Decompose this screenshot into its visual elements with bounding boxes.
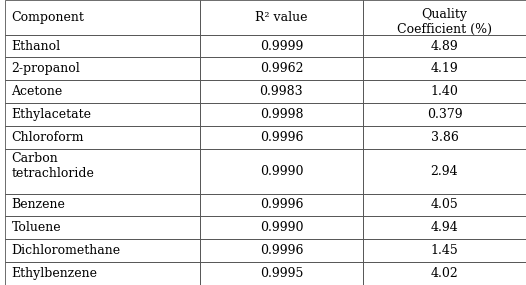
Bar [5,194,200,216]
Text: 0.379: 0.379 [427,108,462,121]
Bar [200,80,363,103]
Text: 1.45: 1.45 [431,244,458,257]
Text: Quality
Coefficient (%): Quality Coefficient (%) [397,7,492,36]
Bar [363,126,526,149]
Text: 0.9962: 0.9962 [260,62,303,76]
Bar [5,126,200,149]
Text: Ethanol: Ethanol [12,40,60,52]
Bar [200,239,363,262]
Bar [363,194,526,216]
Text: 0.9996: 0.9996 [260,244,303,257]
Bar [5,262,200,285]
Bar [363,262,526,285]
Bar [363,103,526,126]
Bar [5,80,200,103]
Text: 0.9998: 0.9998 [260,108,303,121]
Text: 4.89: 4.89 [431,40,458,52]
Text: 2-propanol: 2-propanol [12,62,80,76]
Bar [5,216,200,239]
Text: 0.9990: 0.9990 [260,165,303,178]
Bar [5,0,200,34]
Bar [363,58,526,80]
Text: Dichloromethane: Dichloromethane [12,244,120,257]
Bar [363,239,526,262]
Bar [5,58,200,80]
Bar [200,194,363,216]
Text: Chloroform: Chloroform [12,131,84,144]
Bar [5,103,200,126]
Bar [200,126,363,149]
Text: 0.9983: 0.9983 [260,85,303,98]
Text: 4.05: 4.05 [431,198,458,211]
Text: Ethylbenzene: Ethylbenzene [12,267,97,280]
Bar [363,0,526,34]
Bar [200,262,363,285]
Text: Toluene: Toluene [12,221,61,234]
Bar [363,149,526,194]
Text: Ethylacetate: Ethylacetate [12,108,92,121]
Bar [363,216,526,239]
Bar [200,0,363,34]
Bar [200,216,363,239]
Text: 4.02: 4.02 [431,267,458,280]
Text: 0.9990: 0.9990 [260,221,303,234]
Text: 0.9999: 0.9999 [260,40,303,52]
Text: R² value: R² value [255,11,308,24]
Text: Benzene: Benzene [12,198,65,211]
Bar [200,149,363,194]
Text: 0.9996: 0.9996 [260,131,303,144]
Text: Component: Component [12,11,85,24]
Bar [5,239,200,262]
Text: 2.94: 2.94 [431,165,458,178]
Text: 0.9996: 0.9996 [260,198,303,211]
Bar [200,34,363,58]
Text: 3.86: 3.86 [431,131,458,144]
Text: Carbon
tetrachloride: Carbon tetrachloride [12,152,95,180]
Text: Acetone: Acetone [12,85,63,98]
Text: 0.9995: 0.9995 [260,267,303,280]
Bar [5,149,200,194]
Text: 1.40: 1.40 [431,85,458,98]
Bar [363,80,526,103]
Text: 4.19: 4.19 [431,62,458,76]
Bar [200,58,363,80]
Bar [5,34,200,58]
Bar [363,34,526,58]
Text: 4.94: 4.94 [431,221,458,234]
Bar [200,103,363,126]
